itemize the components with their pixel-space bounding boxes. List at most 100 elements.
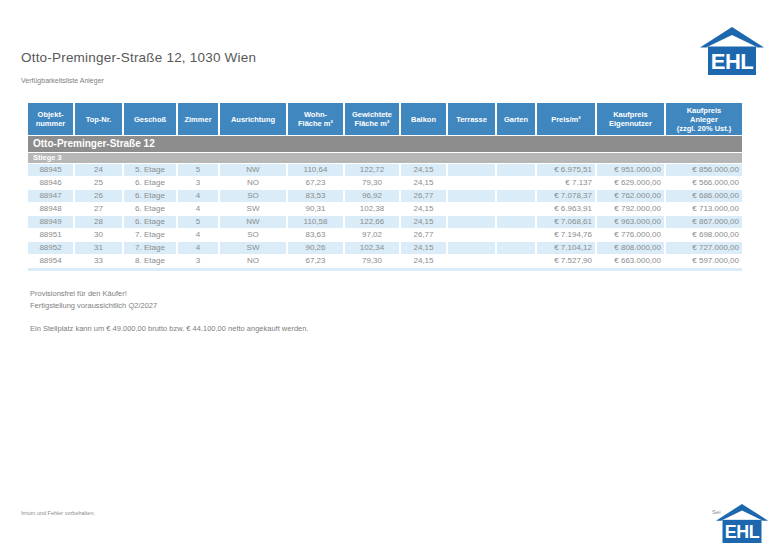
table-cell: 5	[178, 216, 218, 228]
group-header: Otto-Preminger-Straße 12	[28, 136, 742, 152]
availability-table: Objekt- nummerTop-Nr.GeschoßZimmerAusric…	[26, 102, 744, 272]
table-cell: NW	[220, 216, 286, 228]
table-cell: 97,02	[345, 229, 399, 241]
table-cell: € 6.963,91	[537, 203, 595, 215]
table-cell: 5	[178, 164, 218, 176]
table-cell	[497, 216, 535, 228]
table-cell: 4	[178, 190, 218, 202]
table-cell: 88949	[28, 216, 73, 228]
table-end-strip-row	[28, 268, 742, 271]
page-title: Otto-Preminger-Straße 12, 1030 Wien	[21, 50, 256, 65]
table-cell: € 792.000,00	[597, 203, 664, 215]
table-row: 88945245. Etage5NW110,64122,7224,15€ 6.9…	[28, 164, 742, 176]
table-cell: 88947	[28, 190, 73, 202]
table-cell: 5. Etage	[124, 164, 176, 176]
table-cell: 102,34	[345, 242, 399, 254]
column-header: Garten	[497, 103, 535, 135]
table-cell	[448, 242, 495, 254]
table-cell: € 713.000,00	[666, 203, 742, 215]
table-end-strip	[28, 268, 742, 271]
table-cell	[497, 255, 535, 267]
house-roof-icon: EHL	[716, 504, 768, 543]
table-cell: 88951	[28, 229, 73, 241]
table-cell: 83,63	[288, 229, 343, 241]
table-cell	[448, 164, 495, 176]
table-cell: € 597.000,00	[666, 255, 742, 267]
table-cell: € 7.527,90	[537, 255, 595, 267]
table-cell: 24	[75, 164, 122, 176]
table-cell: 4	[178, 229, 218, 241]
table-header-row: Objekt- nummerTop-Nr.GeschoßZimmerAusric…	[28, 103, 742, 135]
table-cell: 25	[75, 177, 122, 189]
ehl-logo: EHL	[700, 27, 764, 75]
table-cell	[448, 229, 495, 241]
table-cell: 28	[75, 216, 122, 228]
table-cell: 67,23	[288, 177, 343, 189]
table-cell: 6. Etage	[124, 190, 176, 202]
table-cell: 26,77	[401, 190, 446, 202]
table-row: 88946256. Etage3NO67,2379,3024,15€ 7.137…	[28, 177, 742, 189]
logo-text: EHL	[711, 49, 754, 74]
table-cell: € 808.000,00	[597, 242, 664, 254]
table-cell: SO	[220, 229, 286, 241]
table-cell: 110,58	[288, 216, 343, 228]
table-cell: NO	[220, 255, 286, 267]
table-row: 88954338. Etage3NO67,2379,3024,15€ 7.527…	[28, 255, 742, 267]
table-cell: 26,77	[401, 229, 446, 241]
ehl-logo-bottom: EHL	[716, 504, 768, 543]
table-cell: € 629.000,00	[597, 177, 664, 189]
column-header: Kaufpreis Anleger (zzgl. 20% Ust.)	[666, 103, 742, 135]
group-header-row: Otto-Preminger-Straße 12	[28, 136, 742, 152]
table-cell: 4	[178, 203, 218, 215]
subgroup-header-row: Stiege 3	[28, 153, 742, 163]
table-cell: € 566.000,00	[666, 177, 742, 189]
table-row: 88947266. Etage4SO83,5396,9226,77€ 7.078…	[28, 190, 742, 202]
column-header: Top-Nr.	[75, 103, 122, 135]
table-cell: 7. Etage	[124, 242, 176, 254]
table-cell: € 7.194,76	[537, 229, 595, 241]
table-cell: 7. Etage	[124, 229, 176, 241]
table-cell: 6. Etage	[124, 203, 176, 215]
table-cell: 102,38	[345, 203, 399, 215]
notes-block: Provisionsfrei für den Käufer! Fertigste…	[30, 288, 309, 335]
column-header: Zimmer	[178, 103, 218, 135]
table-cell: 3	[178, 177, 218, 189]
table-row: 88951307. Etage4SO83,6397,0226,77 € 7.194…	[28, 229, 742, 241]
disclaimer-text: Irrtum und Fehler vorbehalten.	[21, 510, 95, 516]
table-cell: 8. Etage	[124, 255, 176, 267]
table-cell: € 7.104,12	[537, 242, 595, 254]
document-page: Otto-Preminger-Straße 12, 1030 Wien Verf…	[0, 0, 770, 545]
table-cell: 88952	[28, 242, 73, 254]
table-cell: 26	[75, 190, 122, 202]
table-cell: € 698.000,00	[666, 229, 742, 241]
table-cell	[497, 177, 535, 189]
table-cell	[497, 190, 535, 202]
column-header: Terrasse	[448, 103, 495, 135]
table-cell: 24,15	[401, 216, 446, 228]
column-header: Balkon	[401, 103, 446, 135]
column-header: Preis/m²	[537, 103, 595, 135]
table-cell: 90,31	[288, 203, 343, 215]
table-cell: 24,15	[401, 255, 446, 267]
table-cell: 83,53	[288, 190, 343, 202]
table-cell: € 7.137	[537, 177, 595, 189]
column-header: Wohn- Fläche m²	[288, 103, 343, 135]
table-row: 88949286. Etage5NW110,58122,6624,15€ 7.0…	[28, 216, 742, 228]
table-cell	[497, 203, 535, 215]
table-cell: € 7.068,61	[537, 216, 595, 228]
table-cell: 88945	[28, 164, 73, 176]
column-header: Gewichtete Fläche m²	[345, 103, 399, 135]
page-subtitle: Verfügbarkeitsliste Anleger	[21, 77, 104, 84]
table-cell: 6. Etage	[124, 177, 176, 189]
table-cell	[448, 216, 495, 228]
table-cell: € 6.975,51	[537, 164, 595, 176]
table-cell: € 963.000,00	[597, 216, 664, 228]
table-cell	[448, 177, 495, 189]
table-cell: 27	[75, 203, 122, 215]
table-cell: 88954	[28, 255, 73, 267]
subgroup-header: Stiege 3	[28, 153, 742, 163]
table-cell: 30	[75, 229, 122, 241]
table-cell: 67,23	[288, 255, 343, 267]
table-cell: 79,30	[345, 177, 399, 189]
table-cell: € 762.000,00	[597, 190, 664, 202]
